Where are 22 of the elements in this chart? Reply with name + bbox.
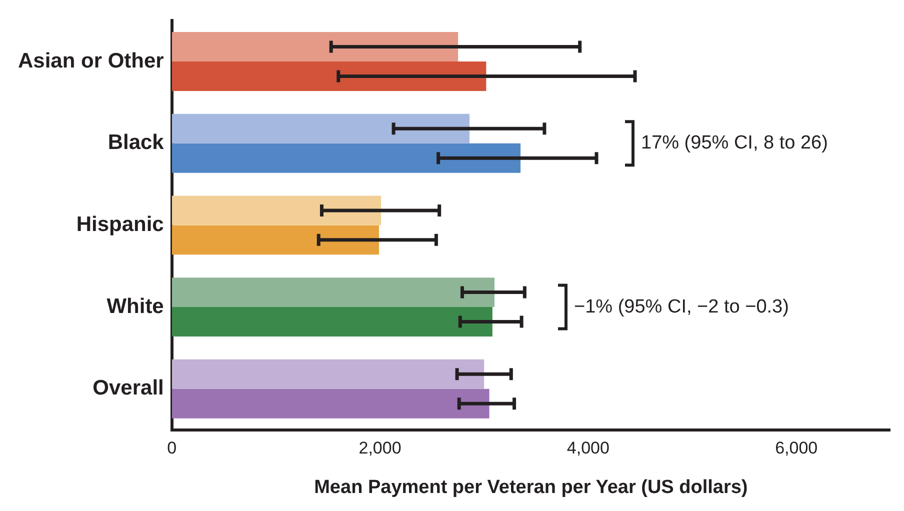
annotation: −1% (95% CI, −2 to −0.3): [574, 296, 789, 318]
annotation: 17% (95% CI, 8 to 26): [641, 132, 828, 154]
bar: [172, 62, 486, 91]
x-tick-label: 2,000: [358, 438, 402, 458]
bar: [172, 359, 484, 389]
y-tick-label: Hispanic: [76, 212, 164, 236]
bar: [172, 32, 458, 62]
bar: [172, 225, 379, 255]
y-tick-label: Overall: [92, 376, 164, 400]
y-tick-label: White: [106, 294, 164, 318]
bar: [172, 278, 495, 308]
y-tick-label: Black: [108, 131, 164, 154]
bar: [172, 114, 470, 144]
bar: [172, 388, 490, 418]
x-tick-label: 4,000: [566, 438, 610, 458]
y-tick-label: Asian or Other: [18, 49, 164, 72]
x-tick-label: 0: [167, 438, 177, 458]
x-tick-label: 6,000: [775, 438, 818, 458]
bar: [172, 143, 521, 173]
x-axis-title: Mean Payment per Veteran per Year (US dollars): [314, 476, 748, 498]
bar: [172, 307, 492, 337]
bar: [172, 196, 382, 226]
